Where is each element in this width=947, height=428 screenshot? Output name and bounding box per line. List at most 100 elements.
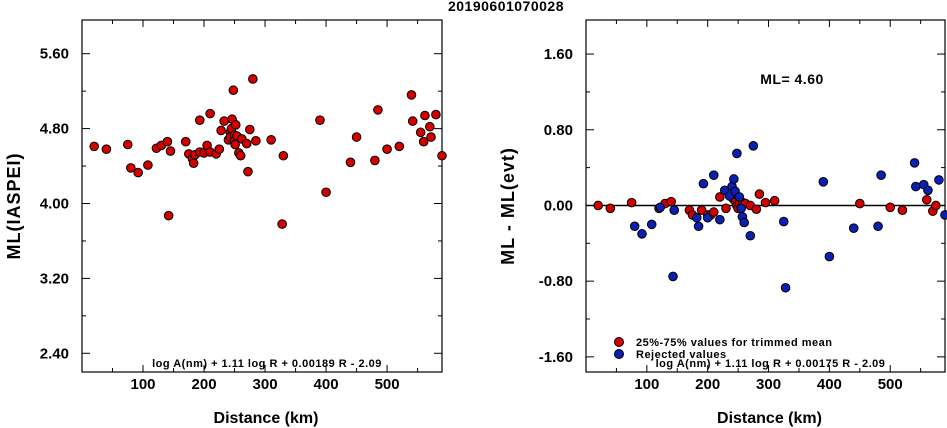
data-point: [373, 105, 383, 115]
rejected-point: [934, 175, 944, 185]
data-point: [188, 158, 199, 169]
legend-marker-rejected: [614, 349, 624, 359]
data-point: [321, 187, 331, 198]
rejected-point: [655, 202, 666, 213]
left-formula: log A(nm) + 1.11 log R + 0.00189 R - 2.0…: [152, 358, 382, 370]
left-y-axis-label: ML(IASPEI): [4, 153, 24, 260]
rejected-point: [739, 217, 750, 228]
data-point: [235, 150, 246, 161]
data-point: [122, 139, 133, 150]
y-tick-label: 2.40: [40, 345, 69, 362]
y-tick-label: -0.80: [539, 273, 573, 290]
x-tick-label: 400: [314, 376, 339, 393]
rejected-point: [698, 178, 709, 189]
y-tick-label: 4.80: [40, 121, 69, 138]
data-point: [754, 189, 765, 199]
data-point: [420, 110, 430, 121]
left-panel-ml-iaspei: 100 200 300 400 500 2.40 3.20 4.00 4.80 5.60 log …: [4, 19, 447, 427]
data-point: [205, 108, 215, 119]
ml-value-annotation: ML= 4.60: [760, 71, 824, 87]
data-point: [931, 200, 941, 211]
data-point: [101, 144, 112, 154]
data-point: [194, 115, 205, 125]
right-y-axis-label: ML - ML(evt): [498, 147, 518, 265]
x-tick-label: 500: [375, 376, 400, 393]
data-point: [133, 167, 143, 178]
data-point: [351, 132, 362, 142]
rejected-point: [780, 282, 791, 293]
data-point: [243, 166, 253, 177]
rejected-point: [818, 177, 829, 187]
rejected-point: [729, 174, 739, 184]
data-point: [345, 157, 356, 168]
x-tick-label: 300: [756, 376, 781, 393]
data-point: [278, 150, 289, 161]
rejected-point: [637, 229, 647, 239]
rejected-point: [629, 221, 640, 232]
y-tick-label: 5.60: [40, 46, 69, 63]
data-point: [415, 127, 426, 138]
data-point: [406, 90, 417, 100]
data-point: [143, 160, 153, 170]
data-point: [626, 197, 637, 208]
x-tick-label: 200: [695, 376, 720, 393]
rejected-point: [745, 230, 756, 241]
data-point: [418, 136, 429, 147]
data-point: [760, 197, 771, 208]
rejected-point: [778, 216, 789, 227]
figure-title: 20190601070028: [448, 0, 564, 14]
data-point: [214, 144, 225, 154]
rejected-point: [669, 205, 680, 215]
data-point: [382, 144, 392, 154]
data-point: [251, 135, 261, 146]
data-point: [885, 202, 896, 213]
rejected-point: [708, 170, 719, 180]
data-point: [219, 116, 229, 126]
rejected-point: [702, 212, 713, 223]
left-x-axis-label: Distance (km): [214, 410, 319, 427]
data-point: [89, 141, 100, 152]
data-point: [715, 192, 725, 202]
right-plot-frame: [585, 19, 946, 373]
data-point: [165, 146, 176, 156]
rejected-point: [909, 158, 920, 168]
data-point: [708, 207, 719, 217]
rejected-point: [646, 219, 657, 230]
rejected-point: [732, 148, 742, 159]
x-tick-label: 100: [634, 376, 659, 393]
data-point: [593, 200, 603, 211]
data-point: [424, 121, 435, 132]
data-point: [277, 219, 287, 229]
y-tick-label: 3.20: [40, 270, 69, 287]
rejected-point: [734, 192, 745, 202]
x-tick-label: 100: [131, 376, 156, 393]
rejected-point: [910, 181, 921, 192]
rejected-point: [873, 221, 883, 232]
data-point: [266, 135, 276, 145]
y-tick-label: 0.00: [544, 197, 573, 214]
legend-marker-trimmed-mean: [614, 337, 624, 347]
left-ticks: 100 200 300 400 500 2.40 3.20 4.00 4.80 5.60: [40, 20, 442, 393]
rejected-point: [715, 214, 725, 225]
rejected-point: [876, 170, 886, 180]
data-point: [721, 203, 731, 214]
x-tick-label: 200: [192, 376, 217, 393]
data-point: [407, 116, 418, 126]
rejected-point: [940, 210, 947, 220]
x-tick-label: 400: [817, 376, 842, 393]
data-point: [162, 136, 173, 147]
right-panel-residuals: 100 200 300 400 500 -1.60 -0.80 0.00 0.80 1.60 ML…: [498, 19, 947, 427]
data-point: [230, 120, 241, 130]
data-point: [163, 210, 174, 221]
x-tick-label: 300: [253, 376, 278, 393]
data-point: [426, 132, 436, 142]
rejected-point: [668, 271, 678, 282]
data-point: [855, 198, 865, 209]
rejected-point: [848, 223, 859, 233]
data-point: [605, 203, 616, 214]
data-point: [769, 195, 780, 206]
left-data-points: [89, 74, 447, 229]
right-ticks: 100 200 300 400 500 -1.60 -0.80 0.00 0.80 1.60: [539, 20, 945, 393]
rejected-point: [748, 141, 759, 151]
